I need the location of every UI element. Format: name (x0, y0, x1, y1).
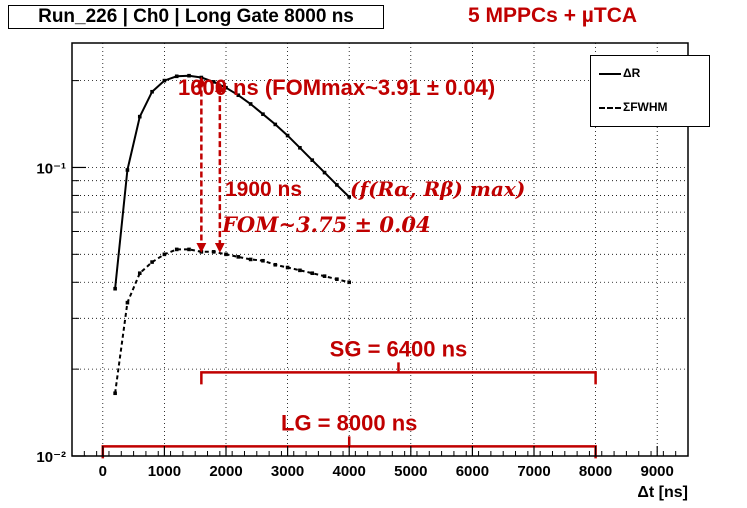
x-tick-label: 5000 (394, 463, 427, 480)
legend-label-sum-fwhm: ΣFWHM (623, 100, 668, 114)
plot-subtitle: 5 MPPCs + µTCA (468, 4, 638, 27)
legend-item-delta-r: ΔR (599, 66, 640, 80)
data-point (347, 280, 351, 285)
data-point (285, 265, 290, 270)
data-point (187, 73, 191, 78)
data-point (236, 93, 241, 98)
data-point (310, 271, 315, 276)
data-point (335, 277, 339, 281)
data-point (322, 274, 327, 278)
data-point (137, 271, 142, 276)
data-point (174, 74, 179, 79)
bracket-label-lg: LG = 8000 ns (281, 410, 417, 435)
x-tick-label: 7000 (517, 463, 550, 480)
series-line-delta-r (114, 74, 350, 289)
legend-swatch-solid (599, 72, 621, 75)
data-point (150, 89, 154, 94)
data-point (162, 252, 167, 257)
data-point (298, 268, 302, 273)
y-tick-label: 10⁻¹ (36, 160, 66, 177)
data-point (261, 258, 265, 263)
data-point (211, 250, 216, 254)
series-line-sum-fwhm (114, 248, 350, 394)
x-tick-label: 8000 (579, 463, 612, 480)
annotation-f-max: (f(Rα, Rβ) max) (350, 177, 525, 201)
data-point (162, 78, 167, 83)
data-point (322, 170, 327, 175)
data-point (261, 112, 265, 116)
data-point (273, 262, 278, 267)
data-point (187, 247, 191, 252)
plot-title: Run_226 | Ch0 | Long Gate 8000 ns (8, 5, 384, 29)
x-axis-label: Δt [ns] (637, 484, 688, 501)
data-point (113, 286, 117, 291)
legend-item-sum-fwhm: ΣFWHM (599, 100, 668, 114)
data-point (224, 85, 228, 90)
data-point (224, 252, 228, 257)
data-point (285, 133, 290, 138)
x-tick-label: 0 (99, 463, 107, 480)
y-tick-label: 10⁻² (36, 449, 66, 466)
bracket-sg (200, 362, 597, 385)
data-point (236, 255, 241, 259)
data-point (113, 391, 117, 396)
data-point (347, 195, 351, 199)
annotation-fom-max: 1600 ns (FOMmax~3.91 ± 0.04) (178, 75, 495, 100)
data-point (335, 183, 339, 187)
legend: ΔR ΣFWHM (590, 55, 710, 127)
data-point (150, 260, 154, 264)
data-point (273, 122, 278, 127)
annotation-fom: FOM~3.75 ± 0.04 (221, 212, 431, 237)
data-point (125, 300, 130, 305)
data-point (248, 257, 253, 262)
x-tick-label: 3000 (271, 463, 304, 480)
annotation-1900ns: 1900 ns (225, 178, 302, 201)
x-tick-label: 9000 (641, 463, 674, 480)
x-tick-label: 1000 (148, 463, 181, 480)
data-point (125, 168, 130, 172)
bracket-label-sg: SG = 6400 ns (330, 336, 468, 361)
data-point (199, 250, 204, 254)
data-point (310, 158, 315, 162)
data-point (298, 145, 302, 150)
data-point (248, 102, 253, 106)
x-tick-label: 6000 (456, 463, 489, 480)
x-tick-label: 4000 (333, 463, 366, 480)
legend-swatch-dashed (599, 106, 621, 109)
data-point (211, 80, 216, 84)
data-point (137, 114, 142, 119)
x-tick-label: 2000 (209, 463, 242, 480)
legend-label-delta-r: ΔR (623, 66, 641, 80)
data-point (174, 247, 179, 252)
